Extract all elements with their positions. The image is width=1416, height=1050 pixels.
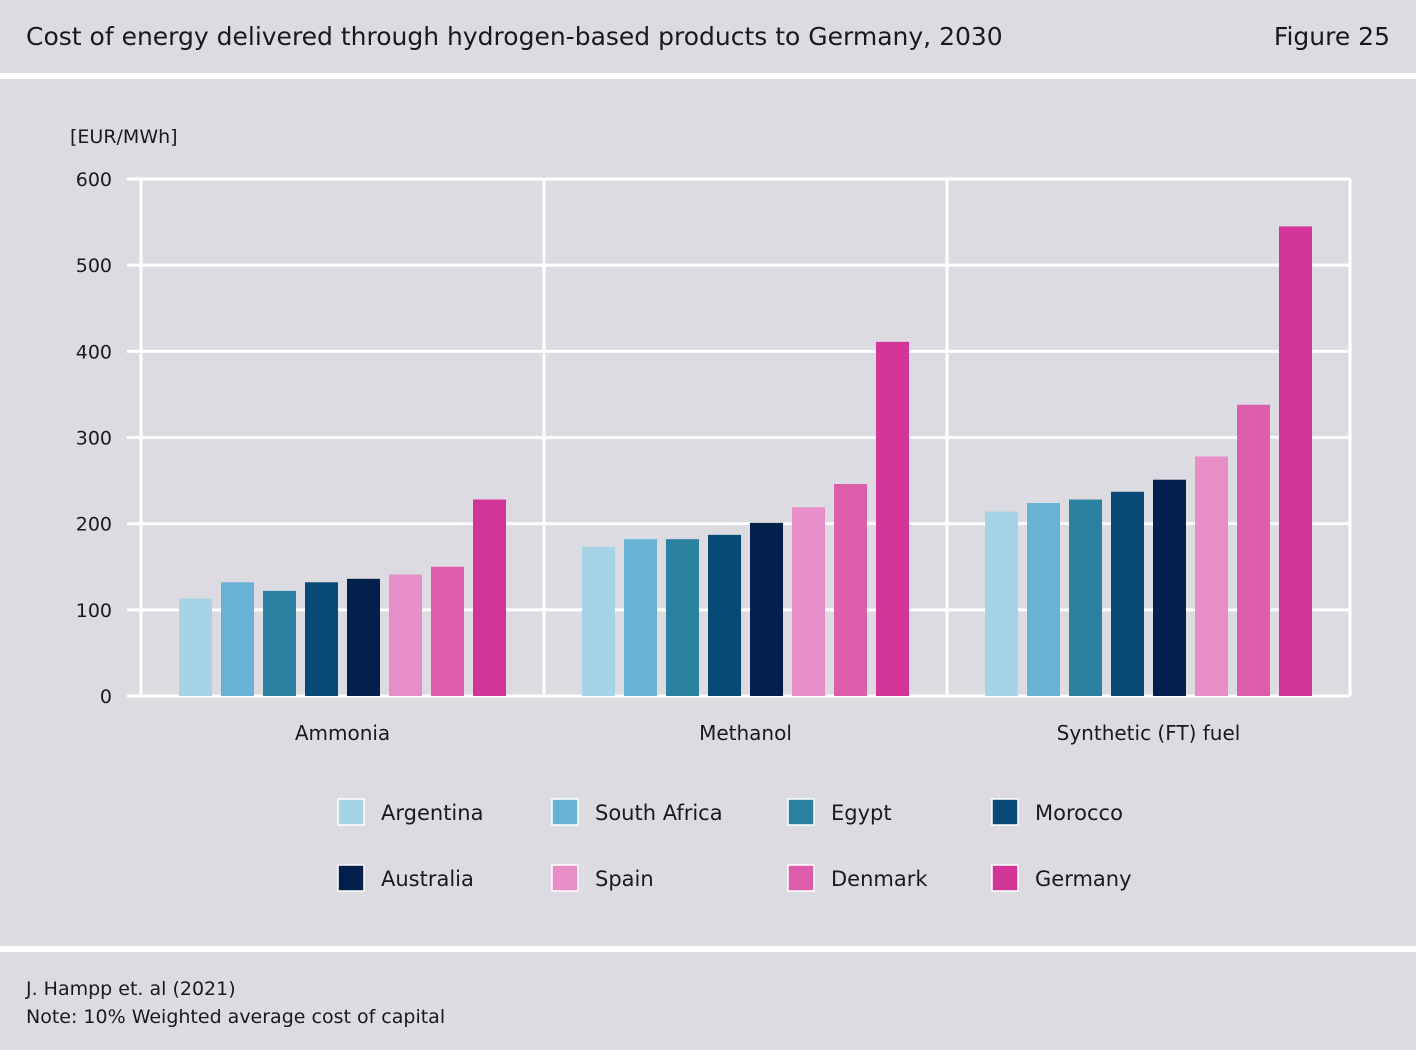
y-axis-unit-label: [EUR/MWh] — [70, 126, 178, 148]
y-tick-label: 600 — [76, 169, 112, 191]
legend-swatch — [991, 798, 1019, 826]
y-tick-label: 100 — [76, 600, 112, 622]
legend-label: Egypt — [831, 801, 892, 825]
footer: J. Hampp et. al (2021) Note: 10% Weighte… — [26, 975, 445, 1031]
legend-label: Morocco — [1035, 801, 1123, 825]
bar-south-africa-ammonia — [221, 582, 254, 696]
bar-germany-ammonia — [473, 499, 506, 696]
bar-denmark-ammonia — [431, 566, 464, 696]
legend-label: South Africa — [595, 801, 723, 825]
header-divider — [0, 73, 1416, 79]
legend-item: Australia — [337, 864, 474, 892]
legend-label: Australia — [381, 867, 474, 891]
x-axis-categories: Ammonia Methanol Synthetic (FT) fuel — [295, 721, 1241, 745]
bar-chart: [EUR/MWh] 0 100 200 300 400 500 600 Ammonia Met… — [70, 126, 1352, 892]
bar-argentina-synthetic-ft-fuel — [985, 511, 1018, 696]
legend-swatch — [551, 798, 579, 826]
legend: Argentina South Africa Egypt Morocco Austral… — [337, 798, 1132, 892]
legend-swatch — [337, 798, 365, 826]
legend-item: Germany — [991, 864, 1132, 892]
bar-egypt-methanol — [666, 539, 699, 696]
bar-germany-synthetic-ft-fuel — [1279, 226, 1312, 696]
legend-item: Denmark — [787, 864, 928, 892]
legend-label: Spain — [595, 867, 654, 891]
bar-spain-methanol — [792, 507, 825, 696]
legend-swatch — [337, 864, 365, 892]
legend-swatch — [551, 864, 579, 892]
bar-morocco-methanol — [708, 534, 741, 696]
grid-lines — [127, 177, 1352, 698]
note-text: Note: 10% Weighted average cost of capit… — [26, 1006, 446, 1028]
x-category-label: Ammonia — [295, 721, 390, 745]
bar-denmark-synthetic-ft-fuel — [1237, 404, 1270, 696]
bar-denmark-methanol — [834, 484, 867, 696]
y-axis-ticks: 0 100 200 300 400 500 600 — [76, 169, 112, 708]
y-tick-label: 400 — [76, 341, 112, 363]
legend-label: Argentina — [381, 801, 483, 825]
legend-swatch — [787, 864, 815, 892]
footer-divider — [0, 946, 1416, 952]
legend-item: Morocco — [991, 798, 1123, 826]
x-category-label: Methanol — [699, 721, 792, 745]
x-category-label: Synthetic (FT) fuel — [1057, 721, 1241, 745]
bar-argentina-methanol — [582, 546, 615, 696]
bar-australia-methanol — [750, 522, 783, 696]
header: Cost of energy delivered through hydroge… — [0, 0, 1416, 74]
y-tick-label: 500 — [76, 255, 112, 277]
bar-spain-synthetic-ft-fuel — [1195, 456, 1228, 696]
legend-label: Germany — [1035, 867, 1132, 891]
bar-australia-synthetic-ft-fuel — [1153, 479, 1186, 696]
bars — [179, 226, 1312, 696]
legend-label: Denmark — [831, 867, 928, 891]
source-text: J. Hampp et. al (2021) — [26, 978, 236, 1000]
bar-egypt-ammonia — [263, 590, 296, 696]
bar-morocco-ammonia — [305, 582, 338, 696]
bar-spain-ammonia — [389, 574, 422, 696]
bar-australia-ammonia — [347, 578, 380, 696]
legend-swatch — [991, 864, 1019, 892]
chart-title: Cost of energy delivered through hydroge… — [26, 22, 1003, 51]
legend-item: Argentina — [337, 798, 483, 826]
legend-item: South Africa — [551, 798, 723, 826]
bar-germany-methanol — [876, 341, 909, 696]
bar-south-africa-synthetic-ft-fuel — [1027, 502, 1060, 696]
bar-argentina-ammonia — [179, 598, 212, 696]
bar-morocco-synthetic-ft-fuel — [1111, 491, 1144, 696]
figure-label: Figure 25 — [1273, 22, 1390, 51]
legend-item: Spain — [551, 864, 654, 892]
bar-egypt-synthetic-ft-fuel — [1069, 499, 1102, 696]
legend-item: Egypt — [787, 798, 892, 826]
legend-swatch — [787, 798, 815, 826]
y-tick-label: 200 — [76, 514, 112, 536]
bar-south-africa-methanol — [624, 539, 657, 696]
y-tick-label: 0 — [100, 686, 112, 708]
y-tick-label: 300 — [76, 428, 112, 450]
